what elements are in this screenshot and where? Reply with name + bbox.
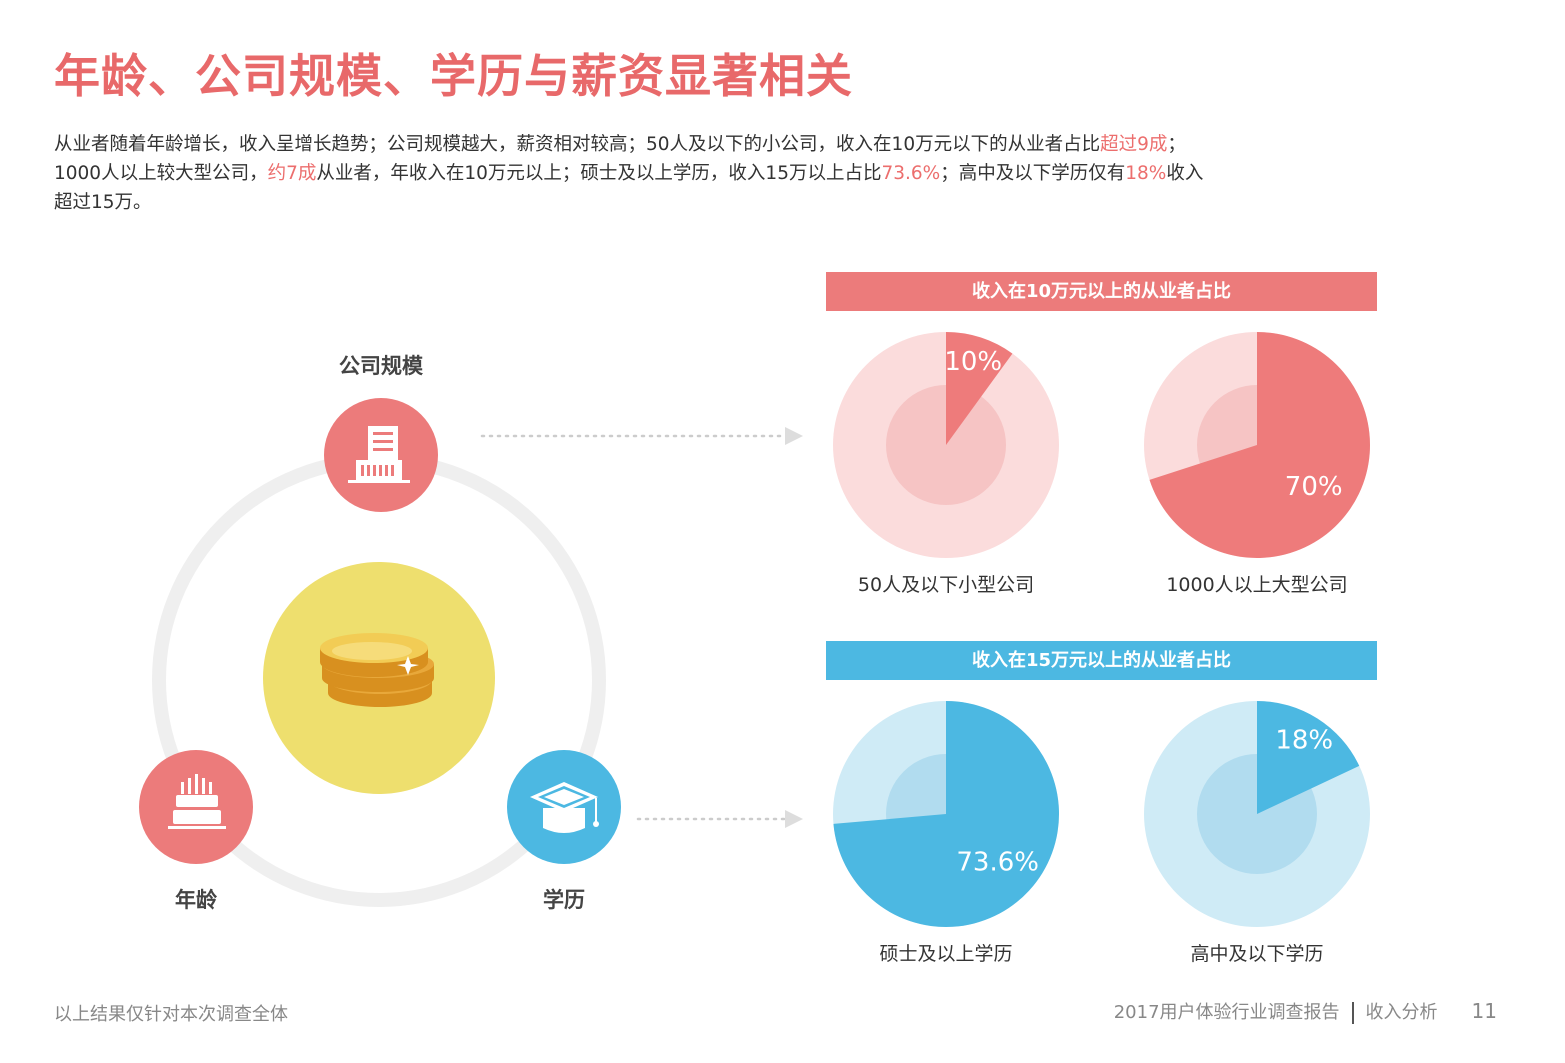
factor-label-company: 公司规模	[339, 354, 423, 378]
arrow-to-education-charts	[636, 810, 803, 828]
pie-value-label: 73.6%	[956, 847, 1039, 877]
pie-large-company: 70%	[1144, 332, 1370, 558]
pie-value-label: 70%	[1285, 472, 1343, 502]
pie-label-highschool: 高中及以下学历	[1190, 943, 1324, 965]
footer-divider	[1351, 1002, 1354, 1024]
chart-title-above-100k: 收入在10万元以上的从业者占比	[826, 272, 1377, 311]
graduation-cap-icon	[507, 750, 621, 864]
footer-report: 2017用户体验行业调查报告	[1113, 1002, 1340, 1023]
intro-highlight: 73.6%	[881, 163, 941, 184]
intro-highlight: 超过9成	[1100, 134, 1168, 155]
intro-highlight: 约7成	[267, 163, 317, 184]
pie-label-small-company: 50人及以下小型公司	[857, 574, 1035, 596]
pie-charts: 10% 70% 73.6% 18%	[833, 332, 1370, 927]
page-title: 年龄、公司规模、学历与薪资显著相关	[54, 49, 853, 103]
pie-masters: 73.6%	[833, 701, 1059, 927]
pie-value-label: 10%	[944, 347, 1002, 377]
intro-text: 从业者，年收入在10万元以上；硕士及以上学历，收入15万以上占比	[316, 163, 882, 184]
factor-label-education: 学历	[543, 888, 585, 912]
intro-text: 收入	[1166, 163, 1204, 184]
footer-info: 2017用户体验行业调查报告 收入分析 11	[1114, 998, 1497, 1024]
intro-text: 超过15万。	[54, 192, 152, 213]
pie-highschool: 18%	[1144, 701, 1370, 927]
chart-title-above-150k: 收入在15万元以上的从业者占比	[826, 641, 1377, 680]
pie-slice	[946, 332, 1013, 445]
factor-label-age: 年龄	[175, 888, 217, 912]
intro-text: 1000人以上较大型公司，	[54, 163, 268, 184]
page-number: 11	[1471, 999, 1497, 1023]
pie-label-masters: 硕士及以上学历	[879, 943, 1013, 965]
pie-slice	[833, 701, 1059, 927]
birthday-cake-icon	[139, 750, 253, 864]
gold-coins-icon	[263, 562, 495, 794]
intro-text: 从业者随着年龄增长，收入呈增长趋势；公司规模越大，薪资相对较高；50人及以下的小…	[54, 134, 1101, 155]
intro-text: ；高中及以下学历仅有	[940, 163, 1126, 184]
pie-value-label: 18%	[1275, 726, 1333, 756]
arrow-to-company-charts	[480, 427, 803, 445]
footer-section: 收入分析	[1365, 1002, 1438, 1023]
footer-note: 以上结果仅针对本次调查全体	[54, 1004, 288, 1025]
intro-highlight: 18%	[1125, 163, 1167, 184]
pie-slice	[1257, 701, 1360, 814]
pie-small-company: 10%	[833, 332, 1059, 558]
pie-slice	[1149, 332, 1370, 558]
building-icon	[324, 398, 438, 512]
intro-paragraph: 从业者随着年龄增长，收入呈增长趋势；公司规模越大，薪资相对较高；50人及以下的小…	[54, 130, 1454, 217]
intro-text: ；	[1167, 134, 1186, 155]
pie-label-large-company: 1000人以上大型公司	[1166, 574, 1348, 596]
